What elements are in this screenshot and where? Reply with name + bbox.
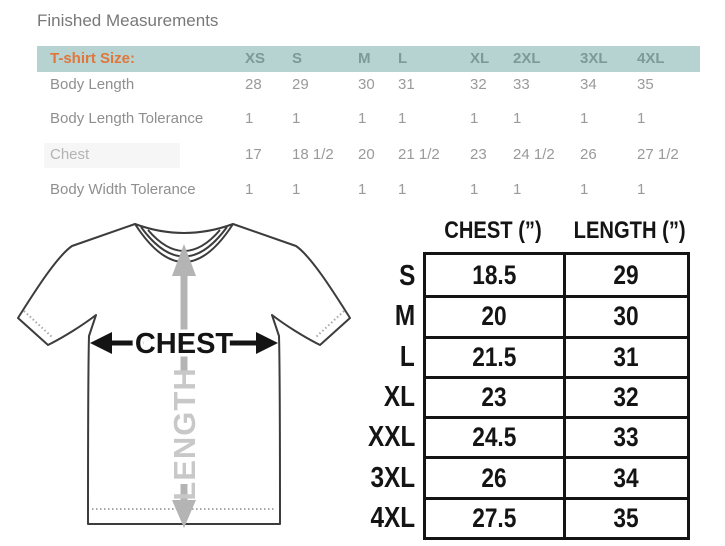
row-label-body-length-tolerance: Body Length Tolerance [50,110,204,127]
table-row: Body Length 28 29 30 31 32 33 34 35 [0,76,725,100]
size-header-band [37,46,700,72]
table-row: Chest 17 18 1/2 20 21 1/2 23 24 1/2 26 2… [0,146,725,170]
length-arrow-label: LENGTH [167,367,202,500]
row-label-body-length: Body Length [50,76,135,93]
cell-3xl-length: 34 [563,456,687,497]
size-row-label-s: S [398,260,415,292]
cell: 1 [358,110,367,127]
chest-arrow-label: CHEST [135,328,234,360]
cell: 20 [358,146,375,163]
cell-s-length: 29 [563,255,687,296]
size-row-label-l: L [400,341,415,373]
cell: 32 [470,76,487,93]
size-row-label-m: M [394,300,415,332]
chest-column-header: CHEST (”) [423,217,563,245]
cell: 34 [580,76,597,93]
size-col-m: M [358,50,371,67]
cell-3xl-chest: 26 [426,456,563,496]
cell: 1 [398,110,407,127]
cell-m-chest: 20 [426,295,563,335]
length-column-header: LENGTH (”) [563,217,690,245]
cell: 28 [245,76,262,93]
cell: 1 [513,110,522,127]
tshirt-measurement-diagram: LENGTH CHEST [17,223,351,528]
cell-xxl-length: 33 [563,416,687,457]
cell: 33 [513,76,530,93]
size-col-l: L [398,50,408,67]
cell: 1 [358,181,367,198]
size-col-s: S [292,50,303,67]
size-header-row: T-shirt Size: XS S M L XL 2XL 3XL 4XL [0,50,725,74]
cell: 24 1/2 [513,146,555,163]
cell: 31 [398,76,415,93]
table-row: Body Width Tolerance 1 1 1 1 1 1 1 1 [0,181,725,205]
cell: 1 [513,181,522,198]
chest-arrow [90,332,278,354]
cell: 18 1/2 [292,146,334,163]
cell: 1 [398,181,407,198]
cell: 1 [292,110,301,127]
cell: 23 [470,146,487,163]
cell-l-length: 31 [563,335,687,376]
cell: 1 [580,181,589,198]
size-col-3xl: 3XL [580,50,608,67]
cell: 26 [580,146,597,163]
row-label-body-width-tolerance: Body Width Tolerance [50,181,196,198]
cell: 1 [245,110,254,127]
cell: 30 [358,76,375,93]
cell: 1 [292,181,301,198]
size-col-xs: XS [245,50,266,67]
size-row-label-3xl: 3XL [370,462,415,494]
cell: 27 1/2 [637,146,679,163]
cell: 17 [245,146,262,163]
size-col-2xl: 2XL [513,50,541,67]
cell: 1 [637,110,646,127]
cell: 1 [470,181,479,198]
page-title: Finished Measurements [37,11,219,30]
cell-xl-chest: 23 [426,375,563,416]
table-row: Body Length Tolerance 1 1 1 1 1 1 1 1 [0,110,725,134]
size-col-4xl: 4XL [637,50,665,67]
chest-column-header-text: CHEST (”) [444,217,542,244]
cell: 29 [292,76,309,93]
size-row-label-xl: XL [383,381,415,413]
length-arrow [172,244,196,528]
length-column-header-text: LENGTH (”) [573,217,686,244]
chest-label-highlight [44,143,180,168]
cell-l-chest: 21.5 [426,335,563,376]
size-chart-table: 18.5 29 20 30 21.5 31 23 32 24.5 33 26 3… [423,252,690,540]
cell: 1 [580,110,589,127]
cell: 1 [470,110,479,127]
row-label-chest: Chest [50,146,90,163]
cell-s-chest: 18.5 [472,259,517,290]
cell: 21 1/2 [398,146,440,163]
size-col-xl: XL [470,50,490,67]
cell-4xl-chest: 27.5 [426,496,563,537]
size-row-label-4xl: 4XL [370,502,415,534]
cell: 1 [245,181,254,198]
cell-xl-length: 32 [563,375,687,417]
cell: 1 [637,181,646,198]
cell-m-length: 30 [563,295,687,336]
cell-4xl-length: 35 [563,496,687,537]
tshirt-size-label: T-shirt Size: [50,50,136,67]
cell: 35 [637,76,654,93]
cell-xxl-chest: 24.5 [426,416,563,456]
size-row-label-xxl: XXL [367,421,415,453]
